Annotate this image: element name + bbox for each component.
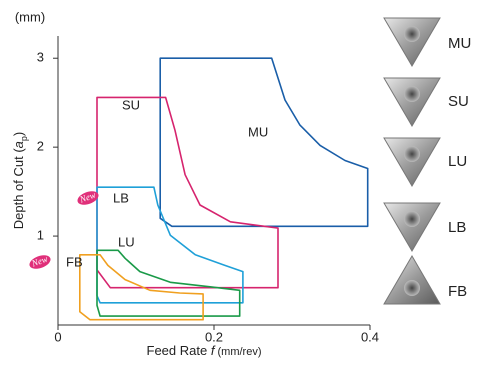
- x-axis-label-part: f: [211, 343, 216, 358]
- insert-label: LU: [448, 153, 467, 170]
- region-label: MU: [248, 124, 268, 139]
- badge: [77, 191, 99, 205]
- y-axis-label: Depth of Cut (ap): [11, 132, 29, 230]
- badge: [29, 255, 51, 269]
- y-unit: (mm): [15, 9, 45, 24]
- region: [79, 254, 204, 321]
- x-axis-label-part: (mm/rev): [214, 346, 261, 358]
- region-label: SU: [122, 97, 140, 112]
- y-tick-label: 1: [37, 228, 44, 243]
- y-axis-label-part: Depth of Cut (: [11, 148, 26, 230]
- region-label: LB: [113, 190, 129, 205]
- region: [96, 186, 244, 304]
- x-axis-label-part: Feed Rate: [147, 343, 211, 358]
- y-tick-label: 3: [37, 50, 44, 65]
- insert-images: [383, 17, 441, 305]
- insert-label: MU: [448, 35, 471, 52]
- region: [96, 249, 241, 317]
- x-axis-label: Feed Rate f (mm/rev): [147, 343, 262, 358]
- x-tick-label: 0.2: [205, 329, 223, 344]
- y-tick-label: 2: [37, 139, 44, 154]
- y-axis-label-part: p: [19, 136, 29, 141]
- y-axis-label-part: ): [11, 132, 26, 136]
- insert-label: LB: [448, 219, 466, 236]
- region-label: LU: [118, 234, 135, 249]
- insert-label: FB: [448, 283, 467, 300]
- y-axis-label-part: a: [11, 141, 26, 148]
- region: [159, 57, 369, 228]
- insert-label: SU: [448, 93, 469, 110]
- x-tick-label: 0: [54, 329, 61, 344]
- x-tick-label: 0.4: [361, 329, 379, 344]
- region-label: FB: [66, 254, 83, 269]
